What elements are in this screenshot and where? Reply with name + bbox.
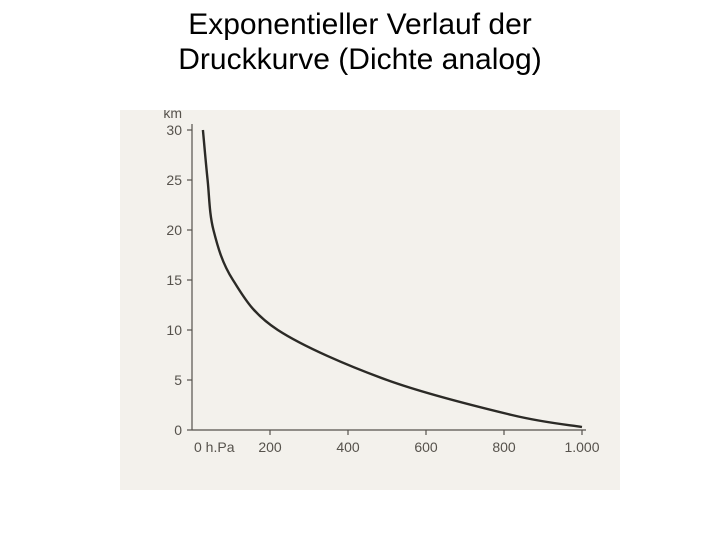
- y-axis-unit: km: [163, 110, 182, 121]
- y-tick-label: 30: [166, 122, 182, 138]
- y-tick-label: 5: [174, 372, 182, 388]
- slide-title: Exponentieller Verlauf der Druckkurve (D…: [0, 8, 720, 77]
- y-tick-label: 25: [166, 172, 182, 188]
- title-line-1: Exponentieller Verlauf der: [0, 8, 720, 43]
- x-axis-unit: 0 h.Pa: [194, 439, 235, 455]
- y-tick-label: 20: [166, 222, 182, 238]
- x-tick-label: 400: [336, 439, 360, 455]
- x-tick-label: 1.000: [564, 439, 599, 455]
- chart-svg: 0 5 10 15 20 25 30km 200 400 600 800 0 h.Pa 1.000: [120, 110, 620, 490]
- x-tick-label: 600: [414, 439, 438, 455]
- y-tick-label: 10: [166, 322, 182, 338]
- pressure-chart: 0 5 10 15 20 25 30km 200 400 600 800 0 h.Pa 1.000: [120, 110, 620, 495]
- title-line-2: Druckkurve (Dichte analog): [0, 43, 720, 78]
- x-tick-label: 200: [258, 439, 282, 455]
- slide: Exponentieller Verlauf der Druckkurve (D…: [0, 0, 720, 540]
- y-tick-label: 0: [174, 422, 182, 438]
- y-tick-label: 15: [166, 272, 182, 288]
- chart-background: [120, 110, 620, 490]
- x-tick-label: 800: [492, 439, 516, 455]
